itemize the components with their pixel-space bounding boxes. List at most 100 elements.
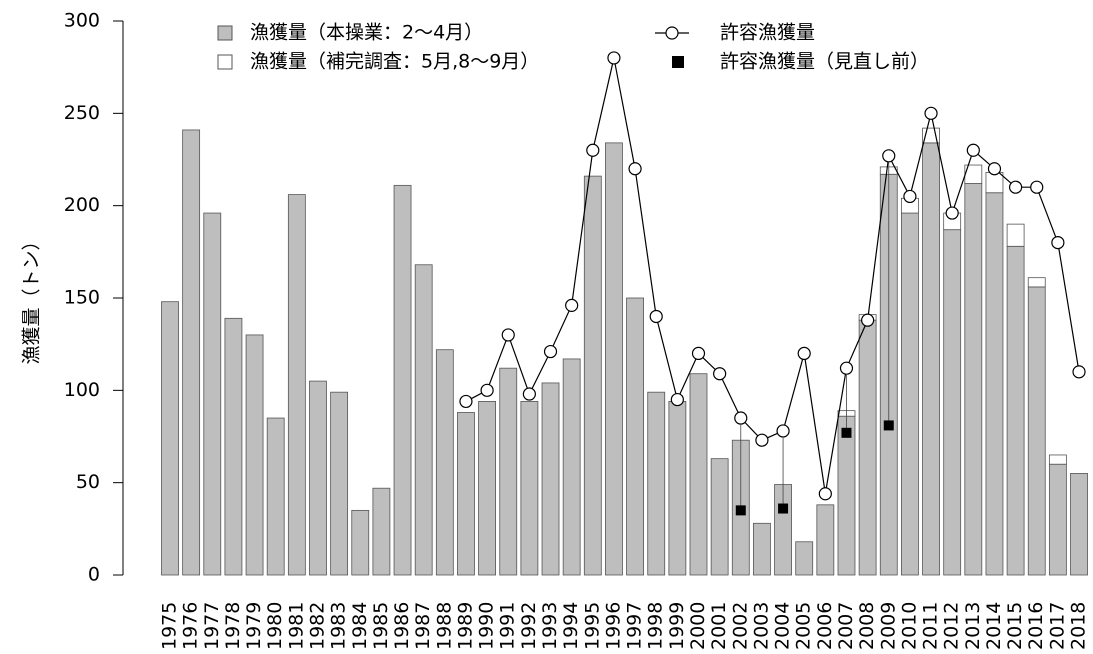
legend-label: 漁獲量（補完調査：5月,8～9月） bbox=[250, 51, 539, 73]
x-tick-label: 2017 bbox=[1046, 602, 1068, 650]
line-point bbox=[882, 149, 896, 163]
bar bbox=[330, 391, 349, 576]
bar bbox=[985, 172, 1004, 194]
x-tick-label: 2007 bbox=[835, 602, 857, 650]
bar bbox=[562, 358, 581, 576]
bar bbox=[985, 192, 1004, 576]
x-tick-label: 1994 bbox=[560, 602, 582, 650]
y-tick-label: 100 bbox=[64, 379, 100, 401]
line-point bbox=[1051, 236, 1065, 250]
x-tick-label: 1995 bbox=[581, 602, 603, 650]
line-point bbox=[1008, 180, 1023, 194]
bar bbox=[858, 319, 877, 576]
x-tick-label: 2009 bbox=[877, 602, 899, 650]
bar bbox=[245, 334, 264, 576]
bar bbox=[710, 458, 729, 576]
y-tick-label: 250 bbox=[64, 102, 100, 124]
line-point bbox=[670, 392, 684, 407]
x-tick-label: 1986 bbox=[391, 602, 413, 650]
line-point bbox=[818, 487, 832, 501]
line-point bbox=[543, 344, 558, 359]
x-tick-label: 1987 bbox=[412, 602, 434, 650]
y-axis-label: 漁獲量（トン） bbox=[21, 231, 43, 364]
bar bbox=[203, 212, 222, 576]
bar bbox=[626, 297, 644, 576]
bar bbox=[1070, 473, 1088, 576]
x-tick-label: 2008 bbox=[856, 602, 878, 650]
bar bbox=[901, 212, 919, 576]
x-tick-label: 2002 bbox=[729, 602, 751, 650]
x-tick-label: 2001 bbox=[708, 602, 730, 650]
x-tick-label: 2015 bbox=[1004, 602, 1026, 650]
x-tick-label: 1985 bbox=[370, 602, 392, 650]
x-tick-label: 2013 bbox=[962, 602, 984, 650]
bar bbox=[435, 349, 454, 576]
y-tick-label: 50 bbox=[76, 471, 100, 493]
line-point bbox=[839, 361, 854, 375]
x-tick-label: 2018 bbox=[1068, 602, 1090, 650]
line-point bbox=[966, 143, 980, 157]
x-tick-label: 1988 bbox=[433, 602, 455, 650]
scatter-point bbox=[778, 503, 789, 514]
x-tick-label: 2010 bbox=[898, 602, 920, 650]
bar bbox=[1027, 277, 1046, 288]
line-point bbox=[691, 346, 706, 360]
x-tick-label: 1998 bbox=[645, 602, 667, 650]
x-tick-label: 2011 bbox=[920, 602, 942, 650]
line-point bbox=[861, 313, 875, 327]
legend-label: 漁獲量（本操業：2～4月） bbox=[250, 22, 483, 44]
legend-swatch bbox=[665, 26, 679, 40]
bar bbox=[605, 142, 623, 576]
line-point bbox=[797, 346, 811, 360]
x-tick-label: 2003 bbox=[750, 602, 772, 650]
line-point bbox=[924, 106, 938, 120]
y-tick-label: 150 bbox=[64, 287, 100, 309]
legend-swatch bbox=[217, 54, 233, 70]
line-point bbox=[713, 367, 727, 381]
bar bbox=[182, 129, 201, 576]
line-point bbox=[628, 162, 642, 176]
bar bbox=[943, 229, 962, 576]
bar bbox=[689, 373, 708, 576]
line-point bbox=[522, 387, 536, 401]
bar bbox=[499, 367, 518, 576]
scatter-point bbox=[841, 427, 852, 438]
x-tick-label: 1992 bbox=[518, 602, 540, 650]
bar bbox=[161, 301, 179, 576]
line-point bbox=[734, 411, 748, 425]
x-tick-label: 2006 bbox=[814, 602, 836, 650]
line-point bbox=[987, 162, 1002, 176]
bar bbox=[414, 264, 433, 576]
bar bbox=[266, 417, 285, 576]
x-tick-label: 1976 bbox=[180, 602, 202, 650]
x-tick-label: 2005 bbox=[793, 602, 815, 650]
line-point bbox=[480, 383, 494, 397]
bar bbox=[753, 522, 771, 576]
x-tick-label: 1993 bbox=[539, 602, 561, 650]
bar bbox=[583, 175, 602, 576]
y-tick-label: 200 bbox=[64, 194, 100, 216]
x-tick-label: 1996 bbox=[602, 602, 624, 650]
bar bbox=[964, 183, 983, 576]
x-tick-label: 1977 bbox=[201, 602, 223, 650]
line-point bbox=[1072, 365, 1086, 379]
x-tick-label: 1981 bbox=[285, 602, 307, 650]
legend-label: 許容漁獲量 bbox=[720, 22, 815, 44]
x-tick-label: 1975 bbox=[159, 602, 181, 650]
x-tick-label: 1991 bbox=[497, 602, 519, 650]
bar bbox=[541, 382, 560, 576]
x-tick-label: 1982 bbox=[306, 602, 328, 650]
line-point bbox=[501, 328, 515, 342]
bar bbox=[224, 317, 243, 576]
x-tick-label: 2016 bbox=[1025, 602, 1047, 650]
bar bbox=[1048, 454, 1067, 465]
y-tick-label: 300 bbox=[64, 10, 100, 32]
line-point bbox=[607, 51, 621, 65]
line-point bbox=[903, 189, 917, 204]
scatter-point bbox=[883, 420, 894, 431]
bar bbox=[309, 380, 327, 576]
line-point bbox=[565, 298, 579, 312]
bar bbox=[393, 184, 412, 576]
x-tick-label: 2012 bbox=[941, 602, 963, 650]
